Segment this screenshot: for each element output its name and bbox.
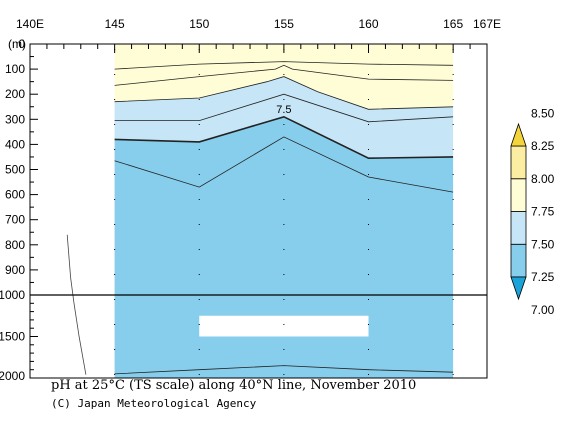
fill-band-7-25-to-7-50 (114, 116, 454, 379)
contour-label-7-5: 7.5 (276, 104, 291, 116)
y-tick-label: 0 (18, 37, 25, 51)
y-tick-label: 400 (5, 137, 25, 151)
chart-title: pH at 25°C (TS scale) along 40°N line, N… (51, 378, 417, 393)
colorbar-label: 7.50 (531, 237, 555, 251)
y-tick-label: 300 (5, 112, 25, 126)
credit-text: (C) Japan Meteorological Agency (51, 397, 257, 410)
y-tick-label: 900 (5, 263, 25, 277)
y-tick-label: 600 (5, 188, 25, 202)
colorbar-swatch (510, 145, 527, 180)
station-grid (114, 44, 454, 378)
x-axis: 140E 145 150 155 160 165 167E (16, 17, 501, 53)
colorbar-swatch (510, 122, 527, 147)
colorbar-label: 7.75 (531, 205, 555, 219)
colorbar-swatch (510, 211, 527, 245)
contour-line-2 (114, 76, 454, 110)
contour-line-3 (114, 93, 454, 123)
fill-band-7-75-to-8-00 (114, 44, 454, 110)
x-tick-label: 145 (105, 17, 125, 31)
x-tick-label: 167E (473, 17, 501, 31)
y-tick-label: 200 (5, 87, 25, 101)
contour-7-5 (114, 115, 454, 160)
contour-line-1 (114, 64, 454, 86)
x-tick-label: 165 (443, 17, 463, 31)
colorbar-label: 8.25 (531, 139, 555, 153)
colorbar-label: 7.25 (531, 270, 555, 284)
y-tick-label: 700 (5, 213, 25, 227)
y-tick-label: 100 (5, 62, 25, 76)
y-tick-label: 800 (5, 238, 25, 252)
fill-band-7-50-to-7-75 (114, 76, 454, 159)
colorbar-swatch (510, 276, 527, 301)
masked-region (199, 315, 369, 337)
ph-fill-layer (114, 44, 454, 379)
x-tick-label: 160 (359, 17, 379, 31)
colorbar: 7.00 7.25 7.50 7.75 8.00 8.25 8.50 (510, 106, 555, 317)
contour-line-6 (114, 365, 454, 375)
plot-frame (29, 43, 488, 379)
colorbar-swatch (510, 243, 527, 278)
x-tick-label: 140E (16, 17, 44, 31)
y-tick-label: 500 (5, 163, 25, 177)
contour-layer: 7.5 (66, 61, 454, 375)
y-tick-label: 2000 (0, 369, 25, 383)
y-axis: (m)0 100 200 300 400 500 600 700 800 900 1000 1500 2… (0, 37, 38, 383)
colorbar-swatch (510, 178, 527, 212)
y-tick-label: 1500 (0, 330, 25, 344)
colorbar-label: 7.00 (531, 303, 555, 317)
x-tick-label: 150 (189, 17, 209, 31)
y-tick-label: 1000 (0, 288, 25, 302)
plot-border (29, 43, 488, 379)
contour-line-0 (114, 61, 454, 70)
x-tick-label: 155 (274, 17, 294, 31)
colorbar-label: 8.00 (531, 172, 555, 186)
profile-line (66, 234, 87, 375)
contour-line-5 (114, 136, 454, 193)
colorbar-label: 8.50 (531, 106, 555, 120)
y-unit-label: (m) (8, 37, 26, 51)
